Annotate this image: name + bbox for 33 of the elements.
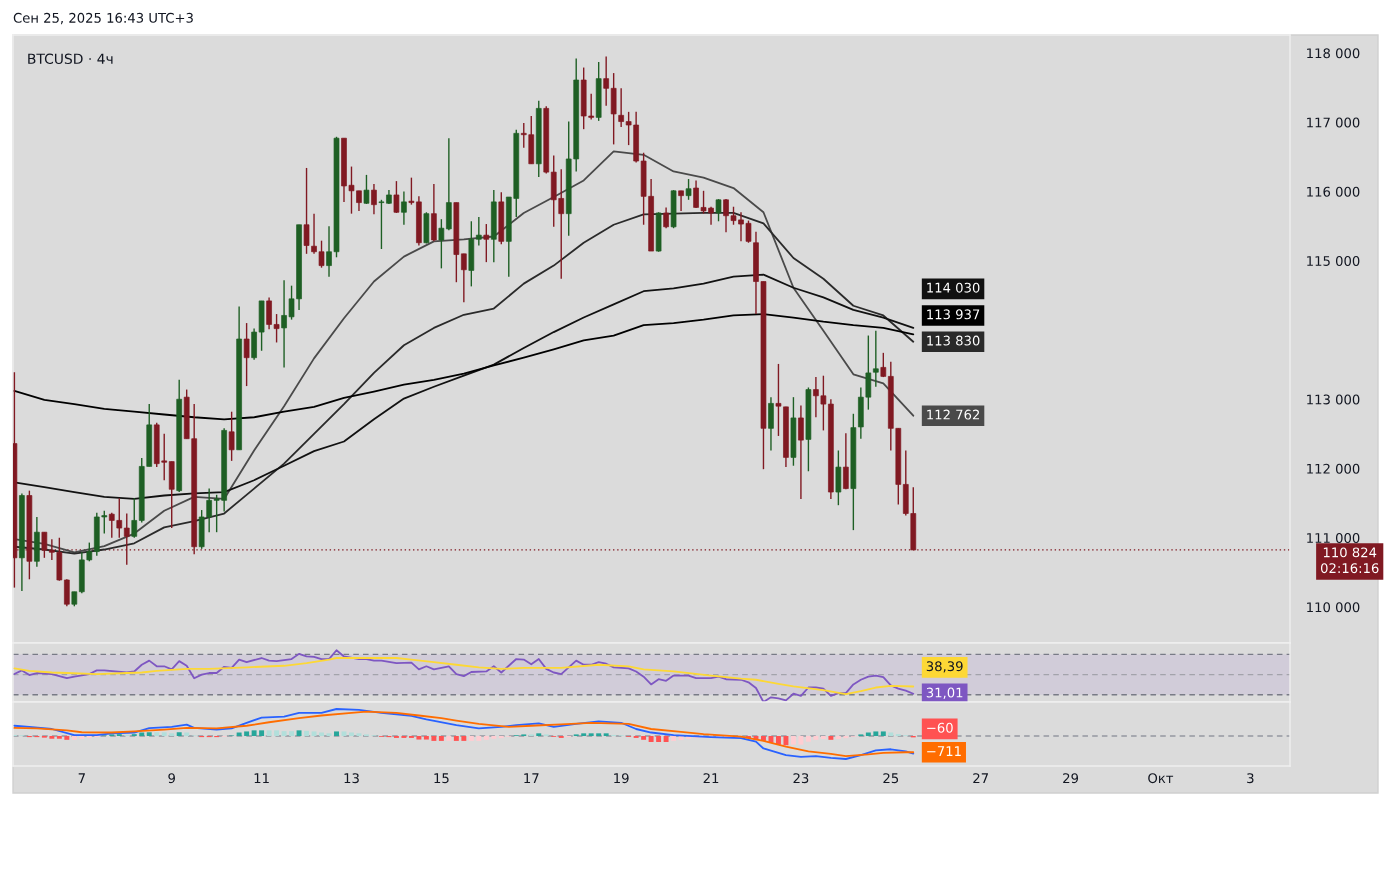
x-tick-label: 29 — [1063, 773, 1079, 784]
data-label: 113 937 — [927, 309, 980, 320]
annotation: −711 — [927, 746, 961, 756]
y-tick-label: 115 000 — [1307, 255, 1360, 266]
x-tick-label: 23 — [793, 773, 809, 784]
x-tick-label: Окт — [1148, 773, 1174, 784]
x-tick-label: 3 — [1247, 773, 1254, 784]
ref-line-label: 110 824 02:16:16 — [1320, 547, 1379, 574]
x-tick-label: 9 — [168, 773, 175, 784]
x-tick-label: 13 — [344, 773, 359, 784]
y-tick-label: 117 000 — [1307, 117, 1360, 128]
y-tick-label: 116 000 — [1307, 186, 1360, 197]
y-tick-label: 118 000 — [1307, 48, 1360, 59]
y-tick-label: 110 000 — [1307, 602, 1360, 613]
text: BTCUSD · 4ч — [28, 53, 113, 65]
annotation: 31,01 — [926, 687, 963, 699]
x-tick-label: 27 — [973, 773, 988, 783]
x-tick-label: 17 — [524, 773, 539, 783]
y-tick-label: 112 000 — [1307, 463, 1360, 474]
x-tick-label: 21 — [703, 773, 719, 783]
annotation: −60 — [927, 722, 953, 733]
annotation: 38,39 — [926, 661, 963, 673]
data-label: 114 030 — [927, 282, 980, 293]
text: Сен 25, 2025 16:43 UTC+3 — [13, 12, 193, 25]
y-tick-label: 111 000 — [1307, 532, 1360, 543]
y-tick-label: 113 000 — [1307, 394, 1360, 405]
x-tick-label: 19 — [614, 773, 629, 784]
data-label: 113 830 — [927, 335, 980, 346]
x-tick-label: 15 — [434, 773, 449, 784]
x-tick-label: 7 — [78, 773, 85, 783]
data-label: 112 762 — [927, 409, 980, 420]
x-tick-label: 11 — [254, 773, 269, 783]
x-tick-label: 25 — [883, 773, 899, 784]
